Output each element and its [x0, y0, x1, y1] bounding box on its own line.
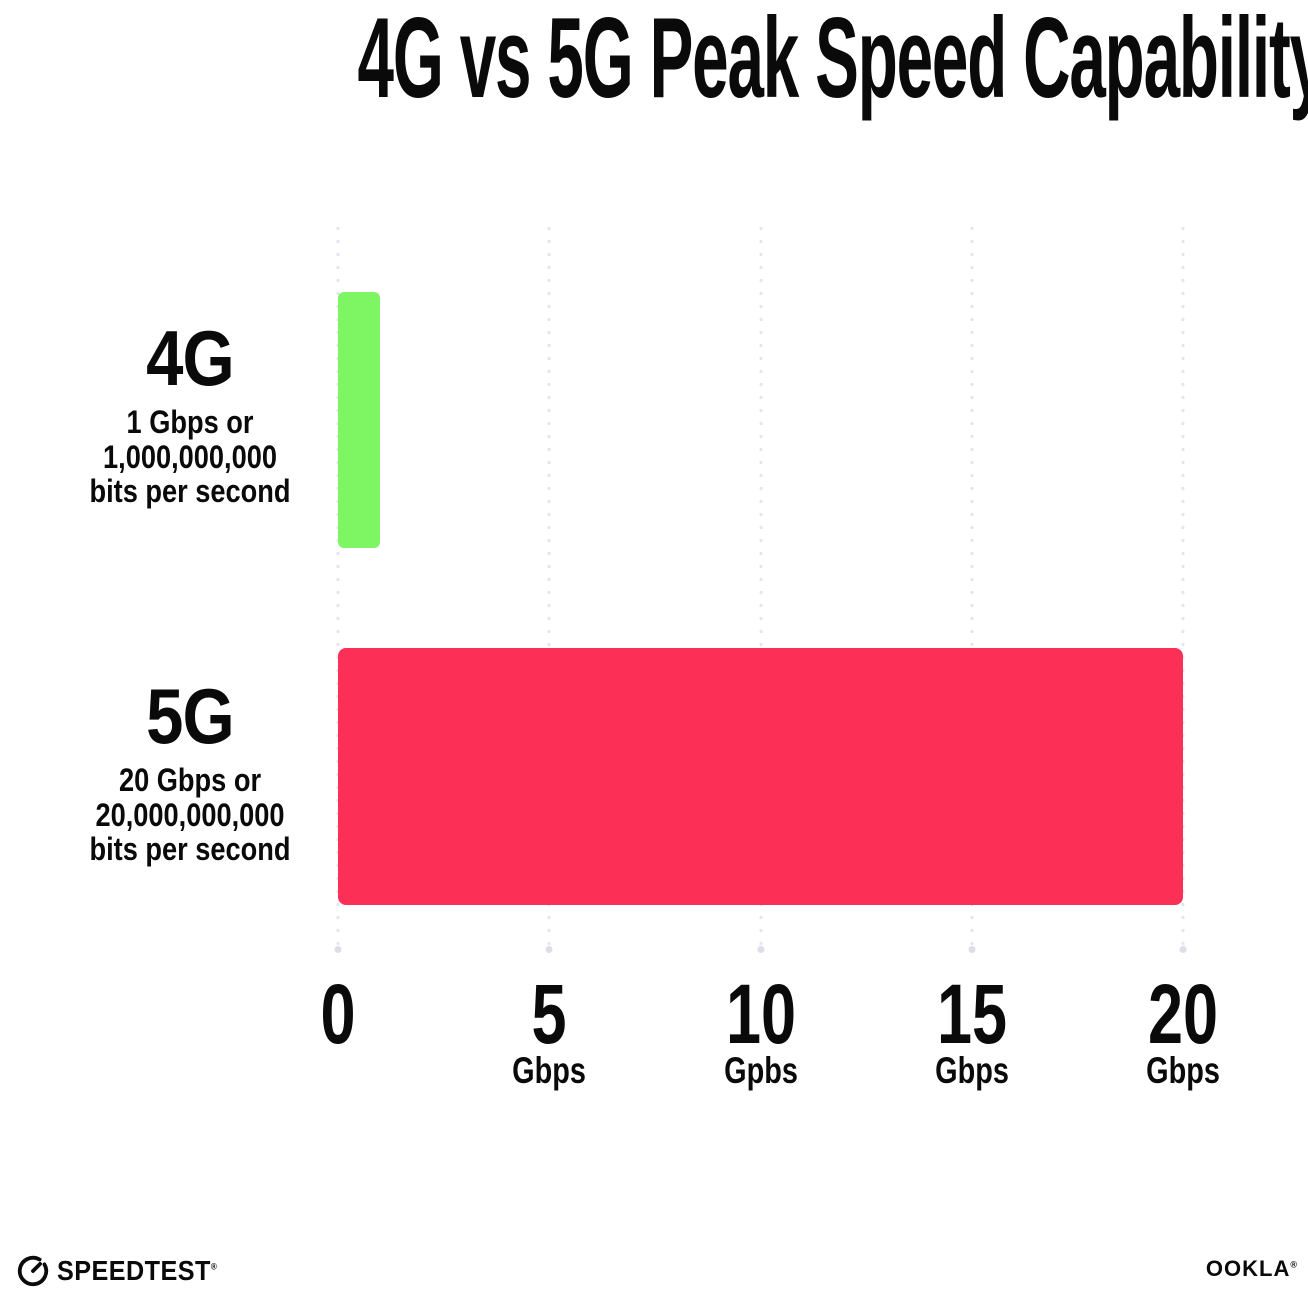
- gridline: [336, 222, 340, 950]
- x-tick-value: 15: [936, 967, 1007, 1061]
- x-tick-unit: Gbps: [934, 1050, 1009, 1091]
- row-label-5g-name: 5G: [146, 672, 235, 760]
- x-tick-value: 5: [531, 967, 567, 1061]
- chart-title-text: 4G vs 5G Peak Speed Capability: [357, 0, 1308, 122]
- x-tick-20: 20 Gbps: [1136, 972, 1231, 1089]
- x-tick-10: 10 Gpbs: [713, 972, 808, 1089]
- gridline: [547, 222, 552, 950]
- speedtest-trademark: ®: [210, 1261, 218, 1272]
- x-tick-value: 10: [725, 967, 796, 1061]
- x-tick-unit: Gpbs: [723, 1050, 798, 1091]
- x-tick-5: 5 Gbps: [502, 972, 597, 1089]
- row-label-5g-line3: bits per second: [89, 831, 291, 867]
- speedtest-wordmark: SPEEDTEST®: [57, 1255, 218, 1286]
- row-label-4g-name: 4G: [146, 314, 235, 402]
- x-tick-value: 20: [1147, 967, 1219, 1061]
- ookla-trademark: ®: [1290, 1259, 1298, 1270]
- row-label-4g-line2: 1,000,000,000: [103, 438, 277, 475]
- row-label-5g-line1: 20 Gbps or: [118, 762, 262, 798]
- x-tick-0: 0: [315, 972, 362, 1056]
- row-label-5g-line2: 20,000,000,000: [95, 796, 285, 833]
- row-label-4g-line3: bits per second: [89, 473, 291, 509]
- gridline: [1181, 222, 1185, 950]
- plot-area: [336, 222, 1185, 950]
- speedtest-logo: SPEEDTEST®: [16, 1253, 235, 1289]
- speedtest-gauge-icon: [17, 1255, 49, 1287]
- ookla-logo: OOKLA®: [1206, 1256, 1298, 1282]
- ookla-wordmark: OOKLA®: [1205, 1256, 1298, 1281]
- x-tick-value: 0: [320, 967, 356, 1061]
- row-label-4g: 4G 1 Gbps or 1,000,000,000 bits per seco…: [40, 319, 340, 509]
- x-tick-15: 15 Gbps: [924, 972, 1019, 1089]
- bar-5g: [338, 648, 1183, 905]
- row-label-4g-line1: 1 Gbps or: [126, 404, 254, 440]
- x-axis: 0 5 Gbps 10 Gpbs 15 Gbps 20 Gbps: [320, 972, 1219, 1102]
- x-tick-unit: Gbps: [512, 1050, 587, 1091]
- gridline: [969, 222, 974, 950]
- gridline: [758, 222, 763, 950]
- row-label-5g: 5G 20 Gbps or 20,000,000,000 bits per se…: [40, 677, 340, 867]
- chart-title: 4G vs 5G Peak Speed Capability: [0, 2, 1308, 116]
- x-tick-unit: Gbps: [1146, 1050, 1220, 1091]
- bar-4g: [338, 292, 381, 548]
